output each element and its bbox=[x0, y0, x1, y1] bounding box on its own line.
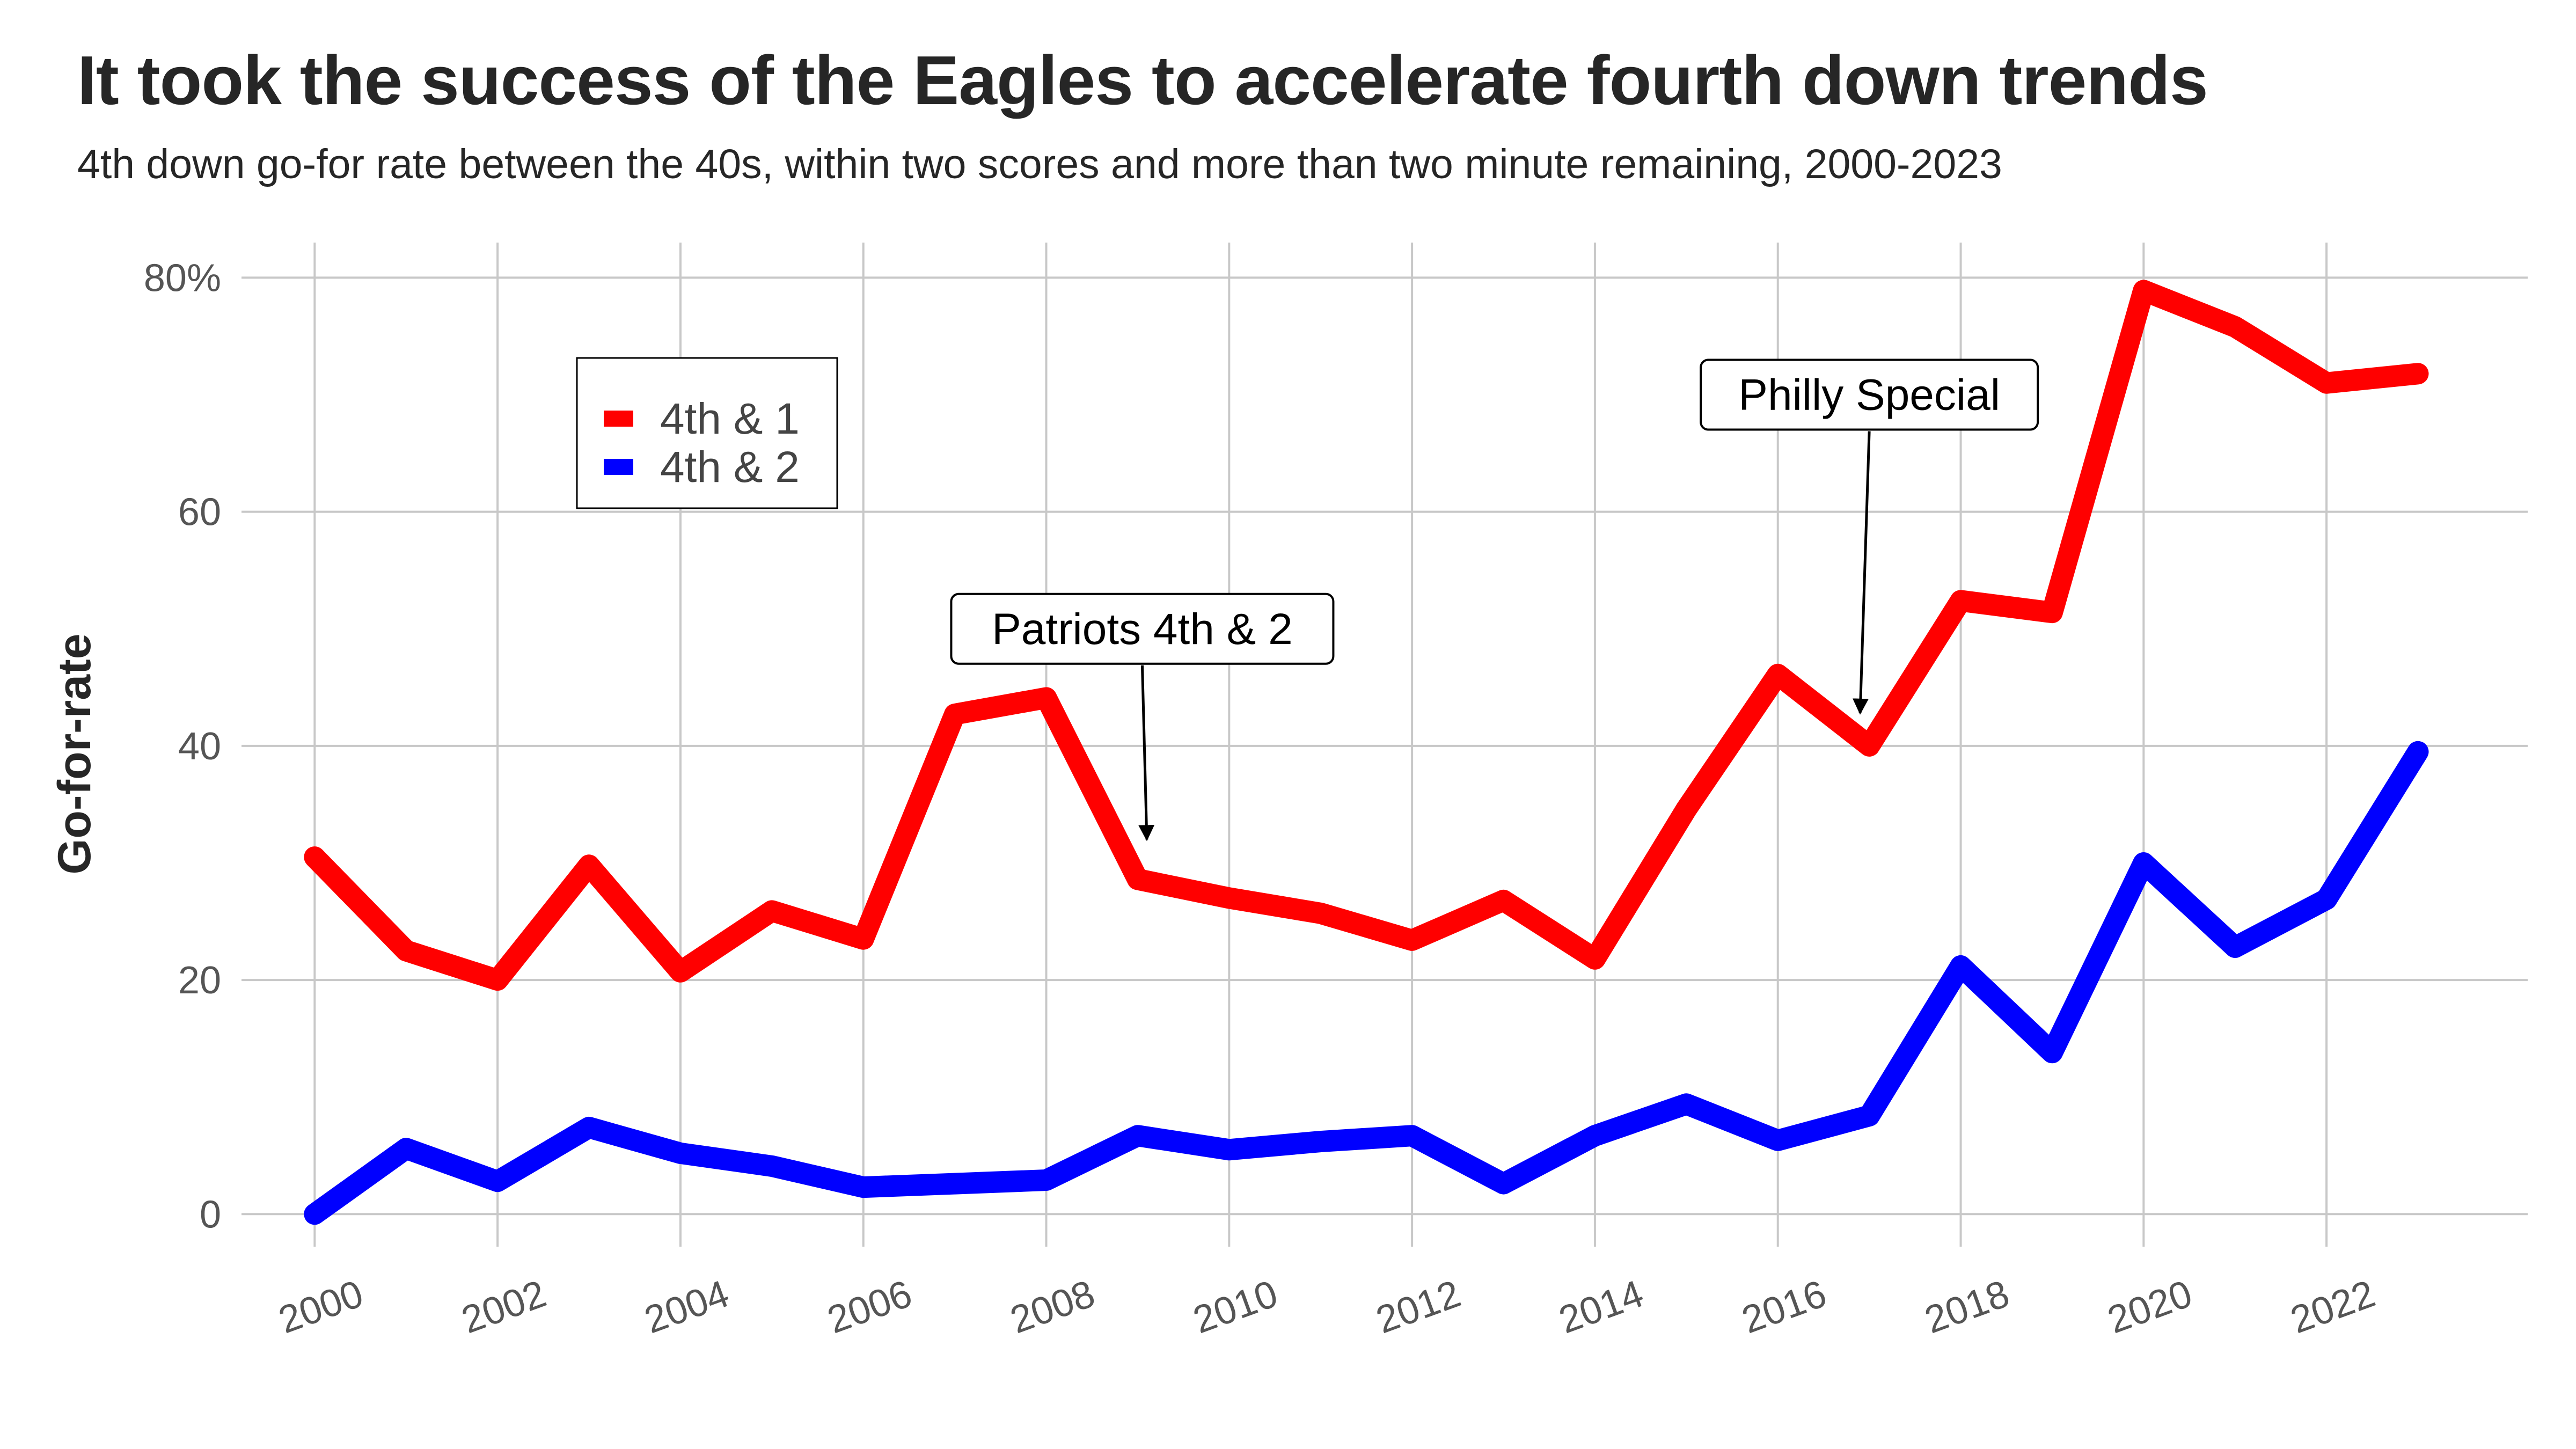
chart-title: It took the success of the Eagles to acc… bbox=[77, 42, 2208, 119]
legend-box bbox=[576, 357, 838, 509]
x-tick-label: 2014 bbox=[1554, 1272, 1649, 1342]
annotation-arrow bbox=[1138, 665, 1155, 841]
x-tick-label: 2006 bbox=[822, 1272, 918, 1342]
y-tick-label: 20 bbox=[178, 959, 221, 1002]
annotation-label: Philly Special bbox=[1738, 371, 2000, 420]
x-tick-label: 2002 bbox=[456, 1272, 552, 1342]
x-tick-label: 2008 bbox=[1005, 1272, 1100, 1342]
annotation-box bbox=[1700, 358, 2039, 431]
gridlines bbox=[241, 243, 2528, 1247]
series-line-2 bbox=[304, 741, 2429, 1225]
x-tick-label: 2012 bbox=[1371, 1272, 1466, 1342]
annotation-box bbox=[950, 592, 1335, 665]
series-line-1 bbox=[304, 280, 2429, 991]
chart-subtitle: 4th down go-for rate between the 40s, wi… bbox=[77, 141, 2002, 187]
annotations: Patriots 4th & 2 Philly Special bbox=[950, 358, 2039, 841]
x-tick-label: 2022 bbox=[2285, 1272, 2381, 1342]
annotation-label: Patriots 4th & 2 bbox=[992, 605, 1293, 654]
annotation-arrow bbox=[1852, 431, 1871, 715]
y-tick-label: 60 bbox=[178, 491, 221, 534]
series-layer bbox=[304, 280, 2429, 1225]
y-tick-label: 80% bbox=[144, 257, 221, 299]
x-tick-label: 2020 bbox=[2102, 1272, 2198, 1342]
x-axis-ticks: 2000 2002 2004 2006 2008 2010 2012 2014 2016 2018… bbox=[273, 1272, 2381, 1342]
y-axis-ticks: 0 20 40 60 80% bbox=[144, 257, 221, 1236]
x-tick-label: 2018 bbox=[1919, 1272, 2015, 1342]
y-tick-label: 0 bbox=[200, 1193, 221, 1236]
legend-label: 4th & 2 bbox=[660, 443, 800, 492]
x-tick-label: 2010 bbox=[1188, 1272, 1283, 1342]
legend-label: 4th & 1 bbox=[660, 394, 800, 443]
y-tick-label: 40 bbox=[178, 725, 221, 768]
x-tick-label: 2004 bbox=[639, 1272, 735, 1342]
y-axis-label: Go-for-rate bbox=[49, 633, 100, 874]
x-tick-label: 2016 bbox=[1737, 1272, 1832, 1342]
x-tick-label: 2000 bbox=[273, 1272, 369, 1342]
